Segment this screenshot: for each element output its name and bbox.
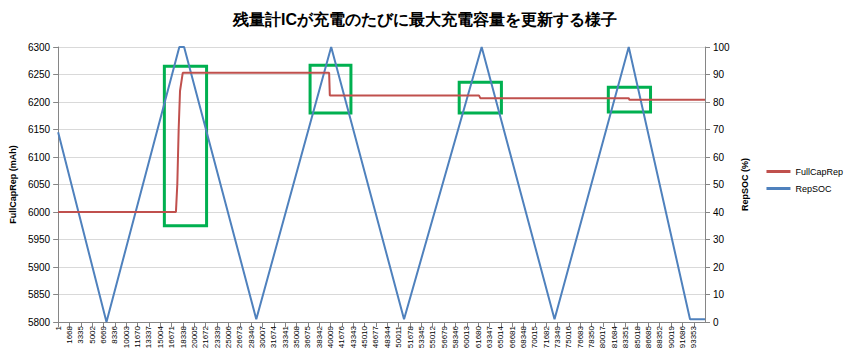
svg-text:38342: 38342 (315, 325, 324, 348)
svg-text:35008: 35008 (292, 325, 301, 348)
svg-text:58346: 58346 (451, 325, 460, 348)
svg-text:53345: 53345 (417, 325, 426, 348)
svg-text:40: 40 (713, 207, 725, 218)
svg-text:3335: 3335 (76, 325, 85, 343)
svg-text:45010: 45010 (360, 325, 369, 348)
svg-text:5002: 5002 (88, 325, 97, 343)
svg-text:6100: 6100 (28, 152, 51, 163)
svg-text:31674: 31674 (269, 325, 278, 348)
svg-text:20: 20 (713, 262, 725, 273)
svg-text:28340: 28340 (247, 325, 256, 348)
svg-text:50: 50 (713, 179, 725, 190)
svg-text:33341: 33341 (281, 325, 290, 348)
svg-text:30007: 30007 (258, 325, 267, 348)
svg-text:46677: 46677 (371, 325, 380, 348)
svg-text:16671: 16671 (167, 325, 176, 348)
svg-text:6250: 6250 (28, 69, 51, 80)
svg-text:100: 100 (713, 42, 730, 53)
svg-text:70: 70 (713, 124, 725, 135)
svg-text:5950: 5950 (28, 234, 51, 245)
svg-text:90019: 90019 (667, 325, 676, 348)
svg-text:13337: 13337 (144, 325, 153, 348)
svg-text:5900: 5900 (28, 262, 51, 273)
svg-text:FullCapRep: FullCapRep (795, 167, 843, 177)
svg-text:70015: 70015 (530, 325, 539, 348)
svg-text:1: 1 (54, 325, 63, 330)
svg-text:6669: 6669 (99, 325, 108, 343)
svg-text:76683: 76683 (576, 325, 585, 348)
svg-text:40009: 40009 (326, 325, 335, 348)
svg-text:78350: 78350 (587, 325, 596, 348)
svg-text:43343: 43343 (349, 325, 358, 348)
svg-text:6200: 6200 (28, 97, 51, 108)
svg-text:55012: 55012 (428, 325, 437, 348)
svg-text:1668: 1668 (65, 325, 74, 343)
svg-text:36675: 36675 (303, 325, 312, 348)
svg-text:6150: 6150 (28, 124, 51, 135)
svg-text:60: 60 (713, 152, 725, 163)
svg-text:60013: 60013 (462, 325, 471, 348)
svg-text:86685: 86685 (644, 325, 653, 348)
svg-text:90: 90 (713, 69, 725, 80)
svg-text:71682: 71682 (542, 325, 551, 348)
svg-text:18338: 18338 (179, 325, 188, 348)
svg-text:26673: 26673 (235, 325, 244, 348)
svg-text:83351: 83351 (621, 325, 630, 348)
svg-text:91686: 91686 (678, 325, 687, 348)
svg-text:73349: 73349 (553, 325, 562, 348)
svg-text:15004: 15004 (156, 325, 165, 348)
svg-text:FullCapRep (mAh): FullCapRep (mAh) (8, 145, 18, 224)
svg-text:30: 30 (713, 234, 725, 245)
svg-text:66681: 66681 (508, 325, 517, 348)
svg-text:80017: 80017 (598, 325, 607, 348)
svg-text:6000: 6000 (28, 207, 51, 218)
svg-text:10: 10 (713, 289, 725, 300)
svg-text:63347: 63347 (485, 325, 494, 348)
svg-text:20005: 20005 (190, 325, 199, 348)
svg-text:23339: 23339 (213, 325, 222, 348)
svg-text:5850: 5850 (28, 289, 51, 300)
svg-text:21672: 21672 (201, 325, 210, 348)
svg-text:61680: 61680 (474, 325, 483, 348)
svg-text:8336: 8336 (110, 325, 119, 343)
svg-text:RepSOC (%): RepSOC (%) (740, 158, 750, 211)
svg-text:0: 0 (713, 317, 719, 328)
svg-text:5800: 5800 (28, 317, 51, 328)
svg-text:25006: 25006 (224, 325, 233, 348)
svg-text:75016: 75016 (564, 325, 573, 348)
svg-text:65014: 65014 (496, 325, 505, 348)
svg-text:85018: 85018 (633, 325, 642, 348)
svg-text:RepSOC: RepSOC (795, 184, 832, 194)
svg-text:10003: 10003 (122, 325, 131, 348)
svg-text:51678: 51678 (406, 325, 415, 348)
svg-text:50011: 50011 (394, 325, 403, 347)
svg-text:56679: 56679 (440, 325, 449, 348)
svg-text:80: 80 (713, 97, 725, 108)
svg-text:6050: 6050 (28, 179, 51, 190)
svg-text:68348: 68348 (519, 325, 528, 348)
svg-text:48344: 48344 (383, 325, 392, 348)
svg-text:81684: 81684 (610, 325, 619, 348)
svg-text:93353: 93353 (689, 325, 698, 348)
svg-text:41676: 41676 (337, 325, 346, 348)
svg-text:残量計ICが充電のたびに最大充電容量を更新する様子: 残量計ICが充電のたびに最大充電容量を更新する様子 (232, 10, 617, 29)
svg-text:11670: 11670 (133, 325, 142, 347)
svg-text:88352: 88352 (655, 325, 664, 348)
svg-text:6300: 6300 (28, 42, 51, 53)
